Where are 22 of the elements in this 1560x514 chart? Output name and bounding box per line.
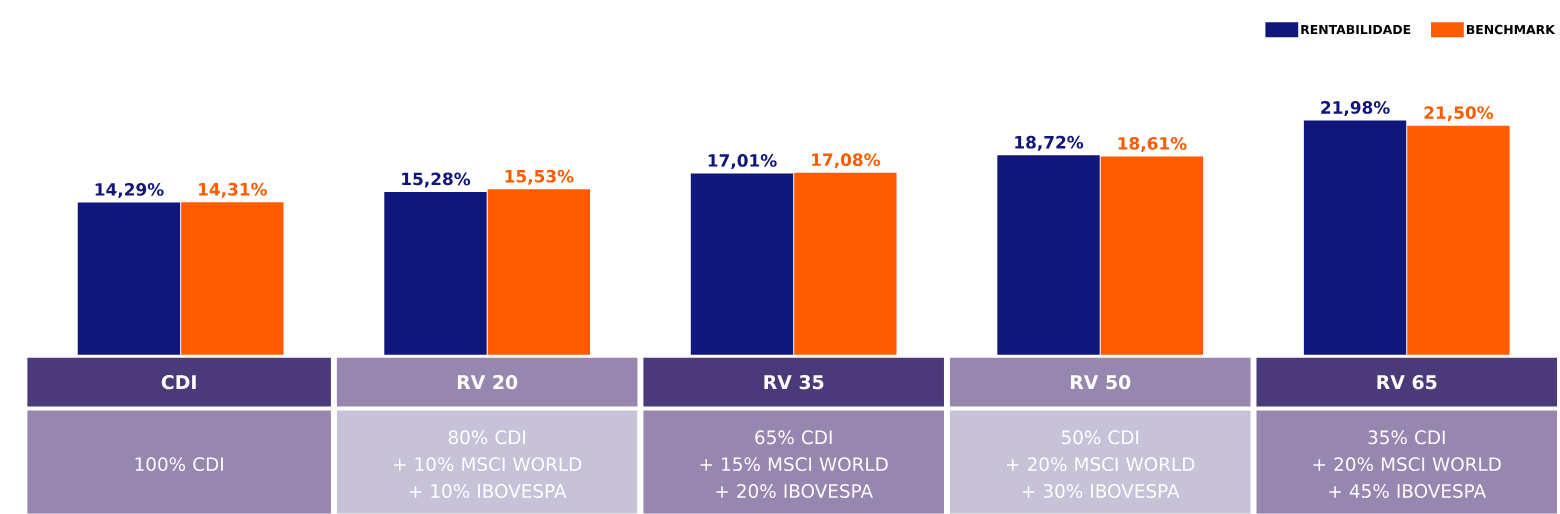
data-label: 15,28% [402,172,471,188]
text: 35% CDI + 20% MSCI WORLD + 45% IBOVESPA [1313,430,1501,499]
legend-label: RENTABILIDADE [1301,25,1411,35]
data-label: 17,01% [708,154,777,170]
data-label: 21,50% [1424,106,1494,122]
x-tick-label: RV 50 [1070,375,1131,390]
data-label: 14,29% [95,183,164,199]
data-label: 21,98% [1321,101,1390,117]
x-tick-label: RV 35 [764,375,824,390]
x-tick-label: CDI [161,375,196,390]
text: 50% CDI + 20% MSCI WORLD + 30% IBOVESPA [1007,430,1195,499]
text: 80% CDI + 10% MSCI WORLD + 10% IBOVESPA [393,430,582,499]
x-tick-label: RV 65 [1377,375,1437,390]
data-label: 15,53% [505,169,574,185]
x-tick-label: RV 20 [457,375,518,390]
legend-label: BENCHMARK [1466,24,1556,35]
data-label: 18,61% [1118,137,1187,153]
text: 100% CDI [135,457,223,472]
text: 65% CDI + 15% MSCI WORLD + 20% IBOVESPA [700,430,888,499]
data-label: 17,08% [812,153,881,169]
data-label: 14,31% [199,182,267,198]
data-label: 18,72% [1015,135,1084,151]
